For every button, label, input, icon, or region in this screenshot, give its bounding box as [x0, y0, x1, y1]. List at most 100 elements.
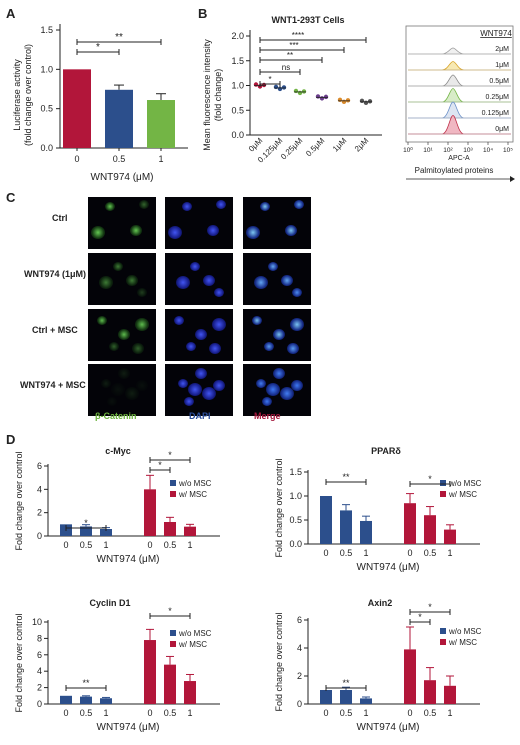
- cell-nucleus: [126, 275, 138, 286]
- histogram-trace: [408, 74, 511, 87]
- cell-nucleus: [266, 383, 280, 396]
- panel-b-ylabel-2: (fold change): [213, 69, 223, 122]
- cell-nucleus: [273, 368, 285, 379]
- panel-label-c: C: [6, 190, 16, 205]
- panel-b-xtick-label: 1μM: [331, 136, 349, 154]
- panel-a-xtick-label: 1: [158, 154, 163, 164]
- micrograph-beta-catenin: [88, 197, 156, 249]
- panel-b-ytick-label: 0.5: [231, 105, 244, 115]
- legend-swatch: [170, 641, 176, 647]
- cell-nucleus: [214, 288, 224, 297]
- cell-nucleus: [264, 342, 274, 351]
- legend-label: w/ MSC: [178, 640, 207, 649]
- sig-label: *: [418, 612, 422, 622]
- cell-nucleus: [130, 225, 142, 236]
- cell-nucleus: [216, 200, 226, 209]
- sig-label: *: [428, 602, 432, 612]
- chart-xtick-label: 1: [187, 540, 192, 550]
- chart-xtick-label: 1: [103, 708, 108, 718]
- chart-ytick-label: 6: [297, 615, 302, 625]
- chart-title: Axin2: [368, 598, 393, 608]
- cell-nucleus: [118, 329, 130, 340]
- cell-nucleus: [91, 226, 105, 239]
- panel-label-b: B: [198, 6, 208, 21]
- panel-b-xtick-label: 0.5μM: [304, 136, 326, 158]
- chart-xtick-label: 0.5: [340, 708, 353, 718]
- chart-xtick-label: 0.5: [164, 540, 177, 550]
- chart-xlabel: WNT974 (μM): [97, 722, 160, 733]
- panel-b-sig-label: **: [287, 51, 293, 60]
- cell-nucleus: [137, 288, 147, 297]
- micrograph-beta-catenin: [88, 253, 156, 305]
- chart-ylabel: Fold change over control: [274, 458, 284, 557]
- chart-bar: [340, 690, 352, 704]
- cell-nucleus: [281, 275, 293, 286]
- panel-a-ytick-label: 0.5: [40, 104, 53, 114]
- chart-bar: [320, 690, 332, 704]
- micrograph-merge: [243, 253, 311, 305]
- legend-label: w/o MSC: [448, 479, 482, 488]
- cell-nucleus: [262, 397, 272, 406]
- legend-label: w/o MSC: [178, 479, 212, 488]
- micrograph-dapi: [165, 197, 233, 249]
- legend-label: w/o MSC: [178, 629, 212, 638]
- chart-xtick-label: 0: [407, 548, 412, 558]
- histogram-header: WNT974: [480, 29, 512, 38]
- cell-nucleus: [107, 397, 117, 406]
- cell-nucleus: [125, 387, 139, 400]
- micrograph-merge: [243, 197, 311, 249]
- cell-nucleus: [252, 316, 262, 325]
- row-label-ctrl: Ctrl: [52, 213, 68, 223]
- legend-swatch: [440, 628, 446, 634]
- channel-label-dapi: DAPI: [189, 411, 211, 421]
- chart-xtick-label: 0: [63, 540, 68, 550]
- panel-a-sig-label: **: [115, 32, 123, 43]
- cell-nucleus: [246, 226, 260, 239]
- chart-xtick-label: 1: [447, 708, 452, 718]
- cell-nucleus: [195, 329, 207, 340]
- chart-title: c-Myc: [105, 446, 131, 456]
- chart-bar: [424, 515, 436, 544]
- legend-swatch: [440, 480, 446, 486]
- cell-nucleus: [212, 318, 226, 331]
- cell-nucleus: [292, 288, 302, 297]
- chart-bar: [404, 503, 416, 544]
- micrograph-beta-catenin: [88, 364, 156, 416]
- chart-bar: [360, 520, 372, 544]
- panel-b-ytick-label: 2.0: [231, 31, 244, 41]
- chart-xtick-label: 0.5: [424, 708, 437, 718]
- cell-nucleus: [280, 387, 294, 400]
- cell-nucleus: [174, 316, 184, 325]
- cell-nucleus: [135, 318, 149, 331]
- panel-b-point: [319, 96, 325, 101]
- chart-ytick-label: 6: [37, 461, 42, 471]
- cell-nucleus: [168, 226, 182, 239]
- cell-nucleus: [184, 397, 194, 406]
- panel-b-sig-label: ****: [292, 31, 304, 40]
- panel-b-chart: WNT1-293T Cells Mean fluorescence intens…: [202, 15, 382, 165]
- cell-nucleus: [190, 262, 200, 271]
- channel-label-merge: Merge: [254, 411, 281, 421]
- chart-ytick-label: 4: [37, 666, 42, 676]
- chart-axin2: Axin2 Fold change over control 0 2 4 6 0 0.5 1 0 0…: [274, 598, 482, 733]
- chart-bar: [80, 696, 92, 704]
- panel-a-bar: [63, 69, 91, 148]
- chart-xtick-label: 0: [147, 708, 152, 718]
- panel-a-ytick-label: 1.5: [40, 25, 53, 35]
- panel-a-bar: [147, 100, 175, 148]
- cell-nucleus: [139, 200, 149, 209]
- panel-a-xtick-label: 0.5: [113, 154, 126, 164]
- channel-label-beta-catenin: β-Catenin: [95, 411, 137, 421]
- micrograph-beta-catenin: [88, 309, 156, 361]
- chart-xtick-label: 0.5: [340, 548, 353, 558]
- legend-swatch: [170, 630, 176, 636]
- cell-nucleus: [113, 262, 123, 271]
- cell-nucleus: [118, 368, 130, 379]
- chart-bar: [100, 698, 112, 704]
- cell-nucleus: [287, 343, 299, 354]
- chart-c-myc: c-Myc Fold change over control 0 2 4 6 0 0.5 1 0 0…: [14, 446, 220, 565]
- cell-nucleus: [285, 225, 297, 236]
- histogram-xlabel: APC-A: [448, 155, 470, 162]
- chart-bar: [144, 640, 156, 704]
- sig-label: **: [342, 472, 350, 482]
